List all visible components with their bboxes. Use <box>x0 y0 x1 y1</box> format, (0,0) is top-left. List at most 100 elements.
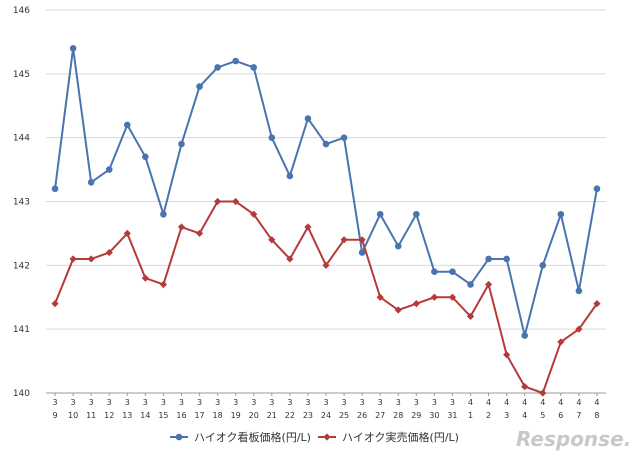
legend-label: ハイオク看板価格(円/L) <box>194 430 311 444</box>
data-point <box>449 268 456 276</box>
x-tick-label-month: 3 <box>52 398 57 407</box>
x-tick-label-day: 12 <box>104 411 114 420</box>
legend-marker <box>175 433 183 441</box>
data-point <box>448 293 457 301</box>
x-tick-label-month: 4 <box>522 398 527 407</box>
x-tick-label-day: 5 <box>540 411 545 420</box>
data-point <box>286 255 294 263</box>
x-tick-label-month: 3 <box>107 398 112 407</box>
x-tick-label-month: 3 <box>450 398 455 407</box>
data-point <box>232 57 239 65</box>
data-point <box>376 293 384 301</box>
x-tick-label-day: 23 <box>303 411 313 420</box>
data-point <box>521 383 529 391</box>
data-point <box>196 83 203 90</box>
data-point <box>358 249 366 256</box>
data-point <box>340 134 348 141</box>
y-tick-label: 143 <box>13 198 30 208</box>
x-tick-label-month: 4 <box>468 398 473 407</box>
data-point <box>539 389 547 397</box>
data-point <box>358 236 366 244</box>
data-point <box>593 300 601 308</box>
data-point <box>430 293 438 301</box>
data-point <box>304 115 312 122</box>
x-tick-label-day: 28 <box>393 411 403 420</box>
data-point <box>159 280 168 289</box>
x-tick-label-day: 19 <box>231 411 241 420</box>
data-point <box>557 210 565 218</box>
x-tick-label-month: 4 <box>540 398 545 407</box>
x-tick-label-day: 30 <box>429 411 439 420</box>
data-point <box>394 306 402 314</box>
data-point <box>69 255 77 263</box>
x-tick-label-month: 3 <box>396 398 401 407</box>
data-point <box>503 255 510 263</box>
y-tick-label: 145 <box>13 70 30 80</box>
x-tick-label-day: 6 <box>558 411 563 420</box>
data-point <box>214 197 222 206</box>
x-tick-label-day: 1 <box>468 411 473 420</box>
x-tick-label-day: 3 <box>504 411 509 420</box>
x-tick-label-day: 9 <box>52 411 57 420</box>
x-axis: 3931031131231331431531631731831932032132… <box>52 393 600 420</box>
y-axis: 140 141 142 143 144 145 146 <box>13 6 30 399</box>
x-tick-label-day: 16 <box>176 411 186 420</box>
x-tick-label-day: 2 <box>486 411 491 420</box>
x-tick-label-month: 3 <box>287 398 292 407</box>
x-tick-label-day: 14 <box>140 411 150 420</box>
data-point <box>593 185 601 193</box>
x-tick-label-day: 17 <box>194 411 204 420</box>
x-tick-label-day: 10 <box>68 411 78 420</box>
data-point <box>250 64 258 71</box>
data-point <box>575 325 583 333</box>
data-point <box>467 281 474 288</box>
x-tick-label-month: 3 <box>432 398 437 407</box>
data-point <box>575 287 583 295</box>
legend-label: ハイオク実売価格(円/L) <box>342 430 459 444</box>
x-tick-label-month: 3 <box>378 398 383 407</box>
data-point <box>431 268 438 276</box>
x-tick-label-month: 4 <box>486 398 491 407</box>
x-tick-label-day: 18 <box>213 411 223 420</box>
data-point <box>322 261 330 269</box>
y-tick-label: 141 <box>13 325 30 335</box>
x-tick-label-month: 3 <box>251 398 256 407</box>
x-tick-label-month: 4 <box>594 398 599 407</box>
x-tick-label-day: 11 <box>86 411 96 420</box>
x-tick-label-month: 3 <box>161 398 166 407</box>
x-tick-label-day: 20 <box>249 411 259 420</box>
y-tick-label: 146 <box>13 6 30 16</box>
data-point <box>340 236 348 244</box>
data-point <box>322 140 330 148</box>
x-tick-label-month: 3 <box>197 398 202 407</box>
data-point <box>286 172 294 180</box>
legend: ハイオク看板価格(円/L) ハイオク実売価格(円/L) <box>170 430 459 444</box>
x-tick-label-month: 3 <box>179 398 184 407</box>
x-tick-label-day: 22 <box>285 411 295 420</box>
x-tick-label-month: 3 <box>305 398 310 407</box>
data-point <box>69 45 77 52</box>
x-tick-label-month: 3 <box>215 398 220 407</box>
x-tick-label-month: 3 <box>269 398 274 407</box>
data-point <box>412 300 420 308</box>
series-layer <box>51 45 601 397</box>
data-point <box>51 185 59 193</box>
data-point <box>87 255 95 263</box>
x-tick-label-day: 4 <box>522 411 527 420</box>
x-tick-label-month: 3 <box>125 398 130 407</box>
data-point <box>232 197 240 206</box>
x-tick-label-month: 3 <box>323 398 328 407</box>
data-point <box>539 262 547 269</box>
data-point <box>521 332 529 339</box>
x-tick-label-month: 3 <box>414 398 419 407</box>
data-point <box>268 134 276 141</box>
x-tick-label-month: 3 <box>71 398 76 407</box>
data-point <box>178 140 185 148</box>
x-tick-label-month: 4 <box>504 398 509 407</box>
data-point <box>557 338 565 346</box>
x-tick-label-day: 21 <box>267 411 277 420</box>
data-point <box>250 210 258 218</box>
data-point <box>304 223 312 231</box>
data-point <box>413 210 420 218</box>
